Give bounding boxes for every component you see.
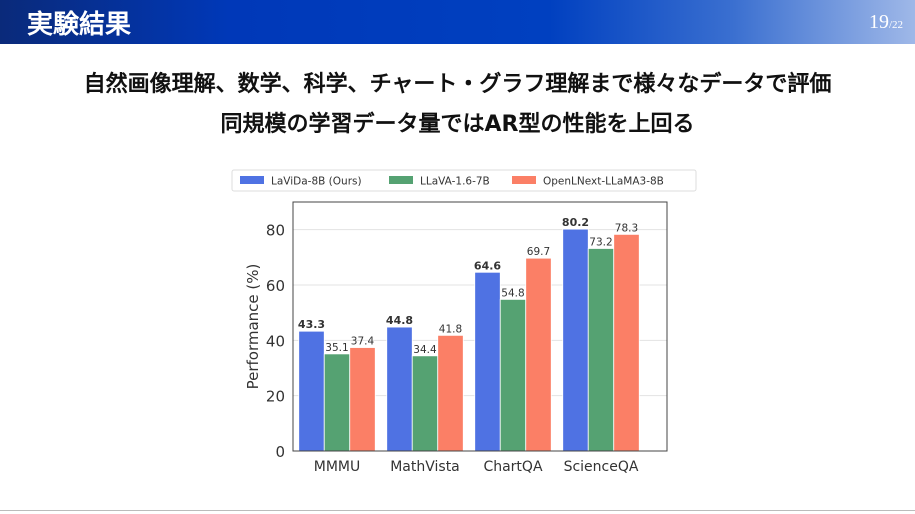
data-label: 41.8 — [439, 323, 462, 335]
bar-LLaVA-1.6-7B — [411, 355, 439, 452]
plot-frame — [292, 201, 668, 452]
page-total: /22 — [888, 19, 903, 31]
bar-LaViDa-8B (Ours) — [386, 326, 413, 452]
data-label: 78.3 — [615, 222, 638, 234]
data-label: 43.3 — [298, 318, 325, 331]
page-current: 19 — [868, 11, 889, 33]
data-label: 64.6 — [474, 259, 501, 272]
subtitle-line-1: 自然画像理解、数学、科学、チャート・グラフ理解まで様々なデータで評価 — [83, 72, 832, 97]
footer-divider — [0, 510, 915, 511]
bar-LLaVA-1.6-7B — [323, 353, 351, 452]
bar-LLaVA-1.6-7B — [587, 248, 615, 452]
bar-OpenLNext-LLaMA3-8B — [349, 347, 376, 452]
data-label: 37.4 — [351, 336, 375, 348]
y-tick-label: 80 — [266, 222, 285, 240]
data-label: 69.7 — [527, 246, 550, 258]
bar-LLaVA-1.6-7B — [499, 298, 527, 452]
legend-swatch — [512, 176, 536, 184]
x-tick-label: MMMU — [314, 459, 360, 475]
slide-header: 実験結果 19/22 — [0, 0, 915, 44]
legend-label: LLaVA-1.6-7B — [420, 176, 490, 188]
data-label: 34.4 — [413, 344, 437, 356]
bar-LaViDa-8B (Ours) — [562, 228, 589, 452]
x-tick-label: ScienceQA — [564, 459, 639, 475]
slide-title: 実験結果 — [27, 10, 132, 40]
subtitle-line-2: 同規模の学習データ量ではAR型の性能を上回る — [220, 112, 695, 137]
legend-swatch — [240, 176, 264, 184]
bar-LaViDa-8B (Ours) — [474, 271, 501, 452]
legend-box — [231, 169, 697, 192]
data-label: 35.1 — [325, 342, 348, 354]
data-label: 80.2 — [562, 216, 589, 229]
data-label: 44.8 — [386, 314, 413, 327]
legend-label: LaViDa-8B (Ours) — [271, 176, 362, 188]
x-tick-label: MathVista — [390, 459, 460, 475]
y-axis-label: Performance (%) — [244, 264, 262, 390]
bar-OpenLNext-LLaMA3-8B — [525, 257, 552, 452]
y-tick-label: 60 — [266, 277, 285, 295]
bar-OpenLNext-LLaMA3-8B — [437, 334, 464, 452]
y-tick-label: 0 — [275, 443, 285, 461]
legend-label: OpenLNext-LLaMA3-8B — [543, 176, 664, 188]
bar-LaViDa-8B (Ours) — [298, 330, 325, 452]
y-tick-label: 40 — [266, 332, 285, 350]
data-label: 73.2 — [589, 236, 612, 248]
bar-OpenLNext-LLaMA3-8B — [613, 233, 640, 452]
legend-swatch — [389, 176, 413, 184]
data-label: 54.8 — [501, 287, 524, 299]
page-number: 19/22 — [869, 11, 903, 34]
y-tick-label: 20 — [266, 388, 285, 406]
x-tick-label: ChartQA — [483, 459, 542, 475]
